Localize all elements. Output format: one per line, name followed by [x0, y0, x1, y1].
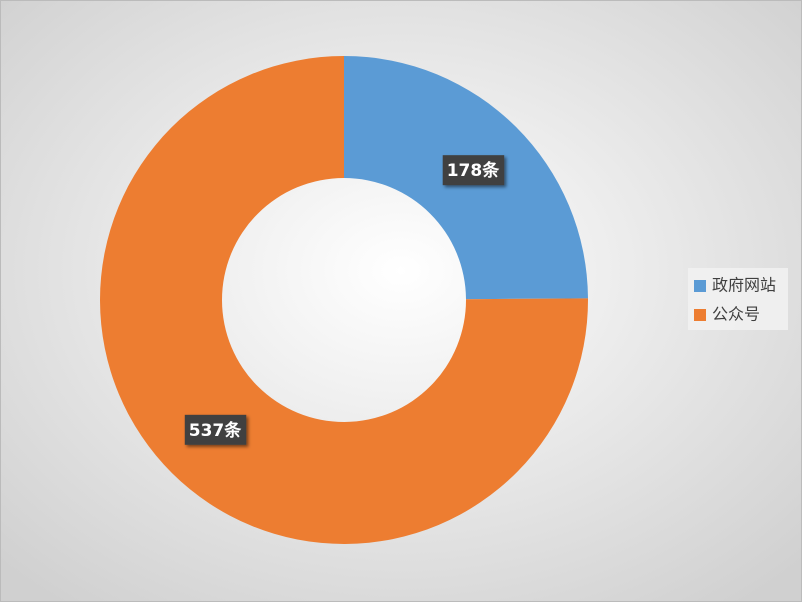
data-label: 178条 [442, 155, 505, 186]
legend-label: 公众号 [712, 305, 760, 324]
data-label-box [184, 414, 247, 445]
data-label-box [442, 155, 505, 186]
data-label: 537条 [184, 414, 247, 445]
data-label-text: 537条 [189, 420, 242, 441]
data-label-text: 178条 [447, 160, 500, 181]
legend-swatch [694, 280, 706, 292]
legend-swatch [694, 309, 706, 321]
legend-label: 政府网站 [712, 276, 776, 295]
